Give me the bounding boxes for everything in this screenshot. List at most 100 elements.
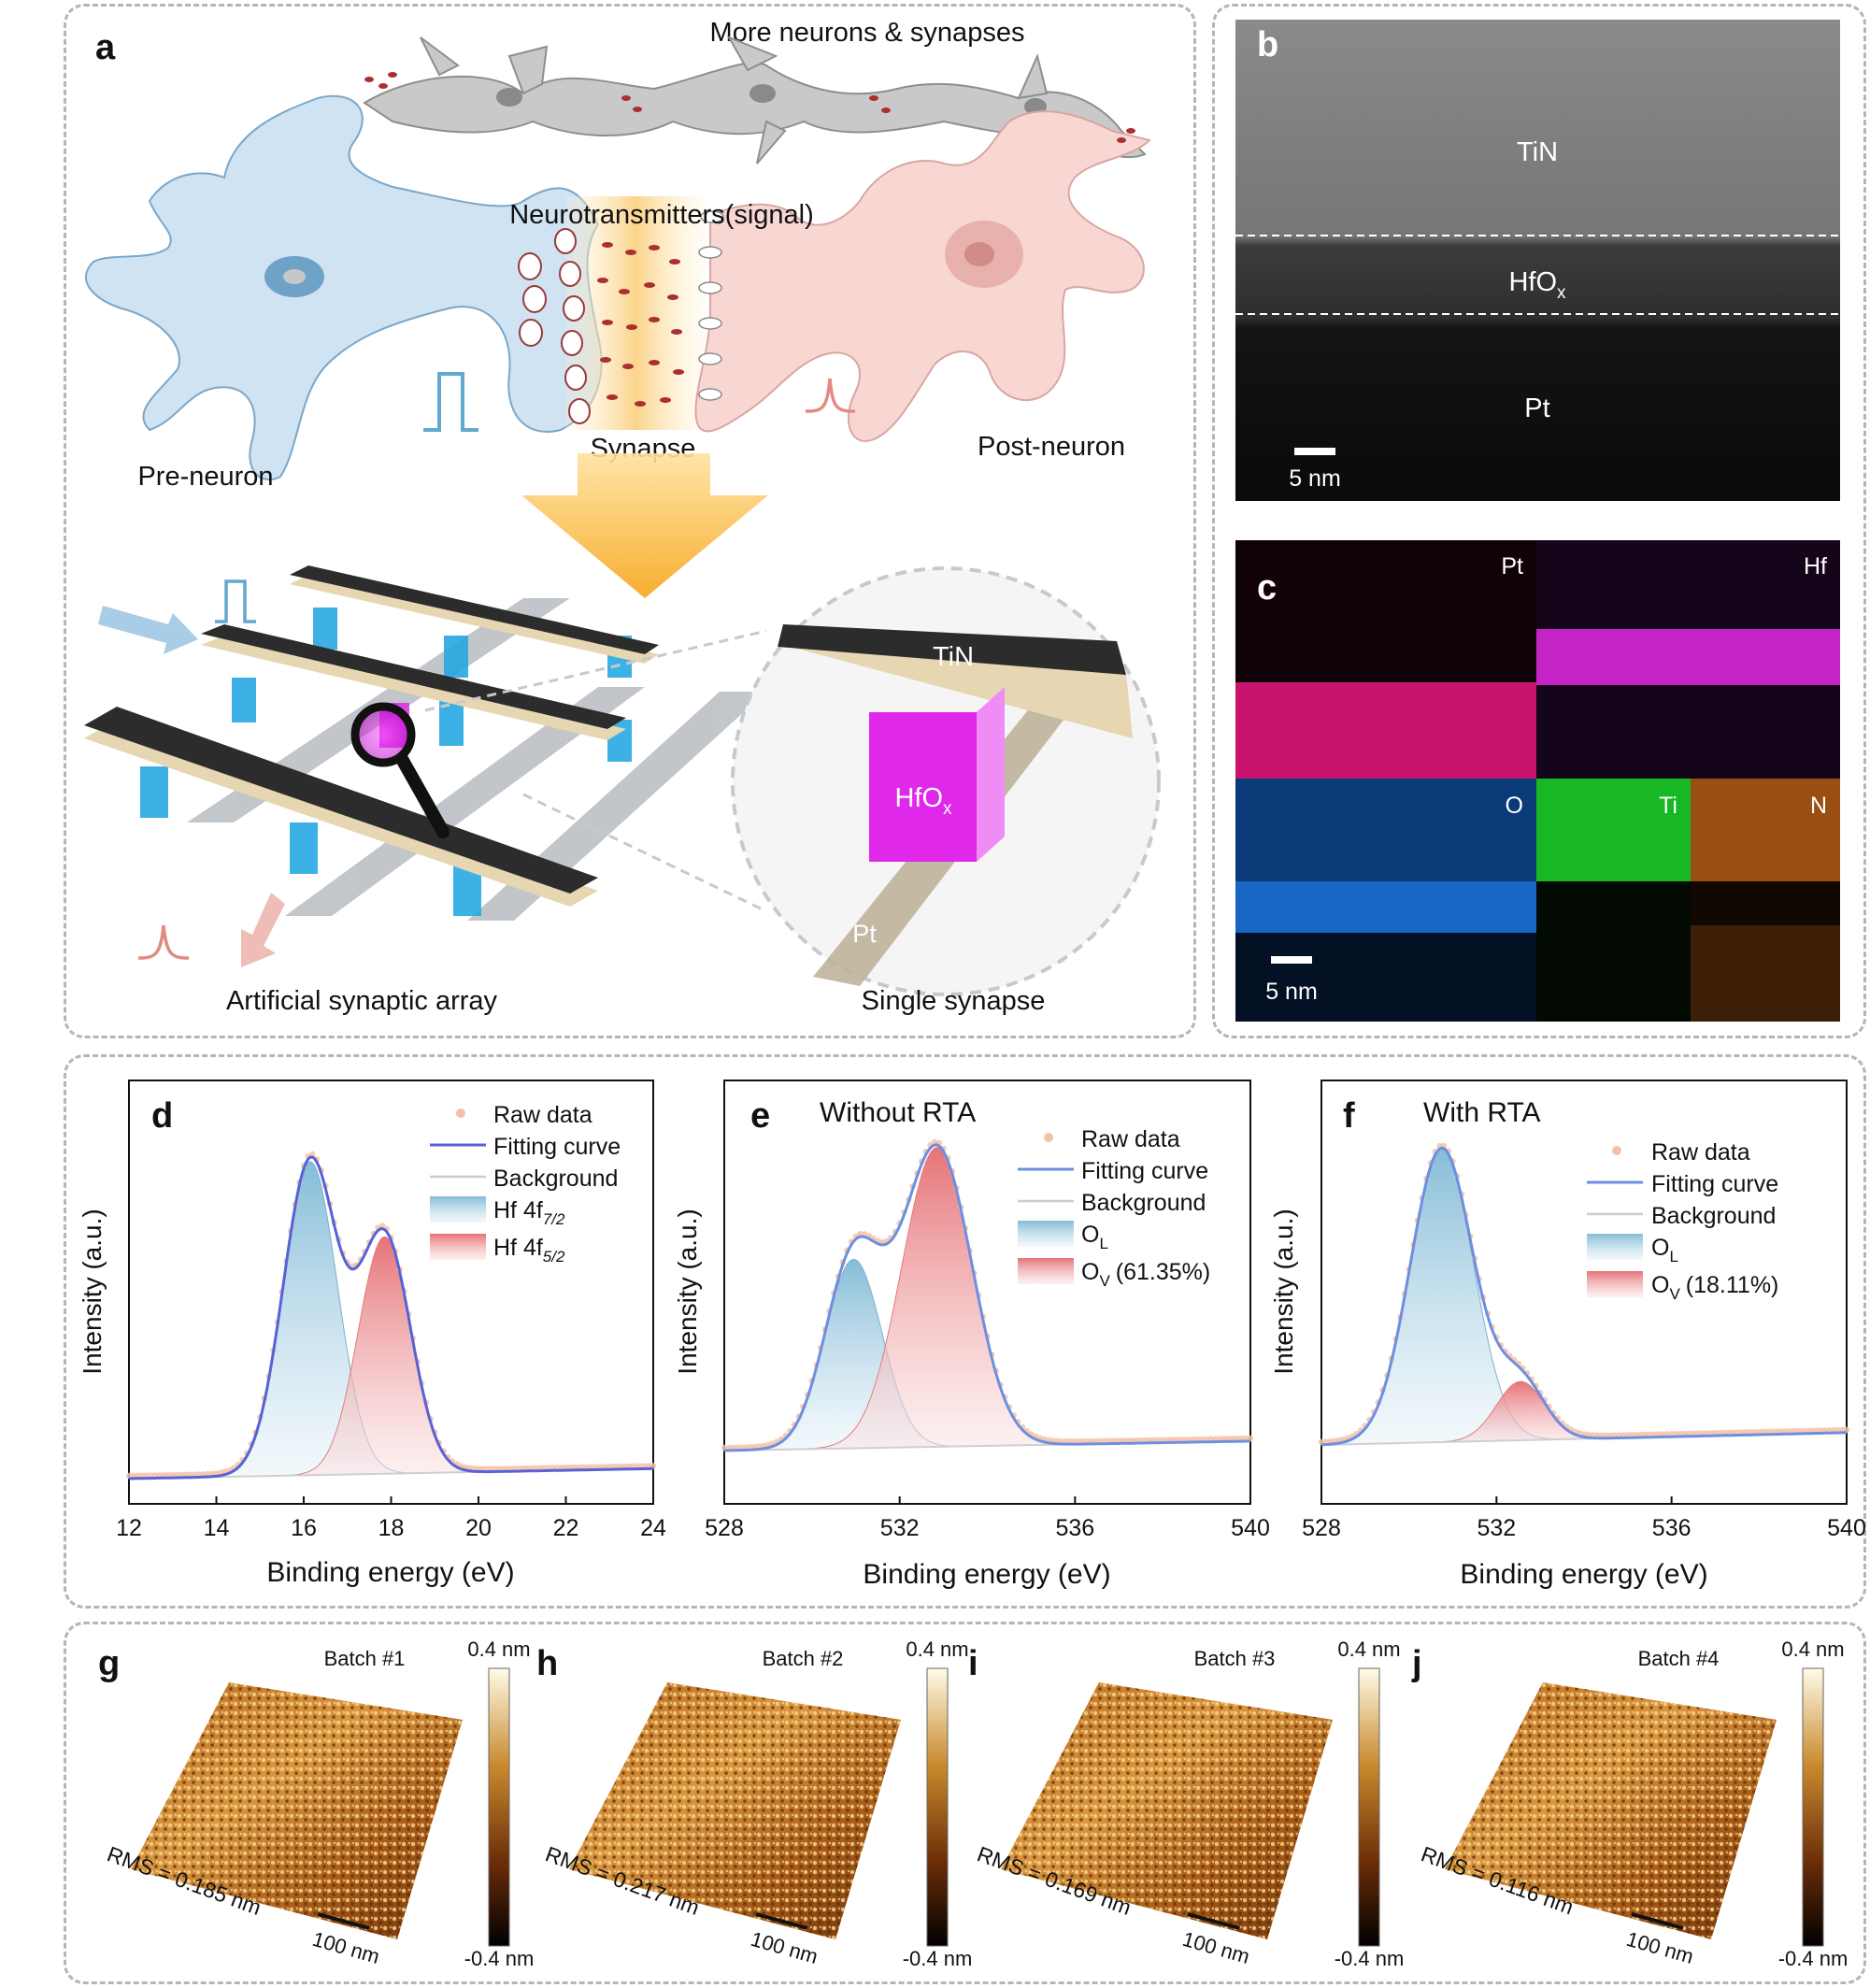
- afm-colorbar-bottom: -0.4 nm: [1335, 1947, 1405, 1970]
- xps-e-title: Without RTA: [820, 1097, 976, 1128]
- xps-f-fit-curve: [1320, 1146, 1847, 1447]
- panel-bc-frame: [1212, 4, 1866, 1038]
- xps-d-legend-raw: Raw data: [493, 1102, 592, 1128]
- legend-b-swatch: [430, 1234, 486, 1260]
- panel-b-tem: b TiN HfOx Pt 5 nm: [1235, 20, 1840, 501]
- output-arrow-icon: [241, 893, 285, 967]
- xps-f-legend-fit: Fitting curve: [1651, 1171, 1778, 1197]
- xps-f-title: With RTA: [1423, 1097, 1541, 1128]
- tem-hfox-sub: x: [1557, 283, 1566, 303]
- afm-scale-label: 100 nm: [1180, 1927, 1252, 1968]
- zoom-pt-label: Pt: [852, 920, 877, 948]
- afm-colorbar-top: 0.4 nm: [1337, 1638, 1400, 1661]
- xps-f-legend-raw: Raw data: [1651, 1139, 1750, 1166]
- xps-d-legend-a: Hf 4f7/2: [493, 1197, 565, 1228]
- receptors: [698, 210, 724, 401]
- xps-d-legend-b-sub: 5/2: [543, 1248, 565, 1266]
- eds-o-label: O: [1506, 793, 1523, 819]
- panel-a-label: a: [95, 28, 116, 67]
- xps-e-frame: [723, 1080, 1251, 1505]
- xps-d-legend-b: Hf 4f5/2: [493, 1235, 565, 1266]
- eds-n-label: N: [1810, 793, 1827, 819]
- hfox-block: [869, 712, 977, 862]
- afm-batch-label: Batch #1: [324, 1647, 406, 1670]
- xps-f-legend-bg: Background: [1651, 1203, 1776, 1229]
- xps-f-xlabel: Binding energy (eV): [1460, 1559, 1707, 1590]
- afm-panel-label: g: [98, 1644, 120, 1683]
- neurotransmitters: [364, 72, 1135, 407]
- tem-pt-label: Pt: [1524, 393, 1549, 423]
- pre-neuron-body: [84, 94, 603, 481]
- legend-raw-marker: [456, 1108, 465, 1118]
- xps-d-component-2: [129, 1236, 653, 1480]
- tem-scale-bar: [1294, 448, 1335, 455]
- eds-scale-bar: [1271, 956, 1312, 964]
- xps-d-legend-a-main: Hf 4f: [493, 1197, 543, 1223]
- xps-f-tick-label: 536: [1652, 1515, 1692, 1541]
- xps-f-legend-a: OL: [1651, 1235, 1678, 1266]
- panel-c-label: c: [1257, 568, 1277, 608]
- xps-d-raw-point: [379, 1223, 386, 1229]
- xps-e-fit-curve: [723, 1143, 1250, 1452]
- zoom-hfox-sub: x: [943, 799, 952, 819]
- tem-hfox-main: HfO: [1508, 267, 1557, 297]
- xps-e-legend-b-sub: V: [1099, 1272, 1110, 1290]
- post-neuron-nucleolus: [964, 242, 994, 266]
- grey-neuron-network: [363, 36, 1147, 164]
- afm-colorbar: [1358, 1667, 1380, 1947]
- panel-f-label: f: [1343, 1096, 1355, 1136]
- xps-e-legend-a-main: O: [1081, 1222, 1099, 1248]
- xps-d-tick-label: 22: [553, 1515, 579, 1541]
- eds-ti-label: Ti: [1659, 793, 1677, 819]
- tem-scale-label: 5 nm: [1289, 465, 1341, 492]
- xps-f-tick-label: 540: [1827, 1515, 1866, 1541]
- legend-b-swatch: [1587, 1271, 1643, 1297]
- post-neuron-label: Post-neuron: [978, 432, 1125, 462]
- afm-colorbar: [488, 1667, 510, 1947]
- xps-e-tick-label: 528: [705, 1515, 744, 1541]
- afm-colorbar-top: 0.4 nm: [906, 1638, 968, 1661]
- legend-raw-marker: [1044, 1133, 1053, 1142]
- zoom-single-synapse: TiN HfOx Pt: [424, 566, 1161, 996]
- xps-d-tick-label: 14: [204, 1515, 230, 1541]
- afm-colorbar: [1802, 1667, 1824, 1947]
- input-arrow-icon: [98, 606, 198, 654]
- xps-e-tick-label: 540: [1231, 1515, 1270, 1541]
- pre-neuron-label: Pre-neuron: [137, 462, 273, 492]
- xps-e-tick-label: 536: [1055, 1515, 1094, 1541]
- panel-ghij-frame: [64, 1622, 1866, 1984]
- xps-panel-e: e Without RTA Intensity (a.u.) Binding e…: [673, 1080, 1270, 1590]
- crossbar-array: [84, 565, 766, 967]
- legend-b-swatch: [1018, 1258, 1074, 1284]
- xps-d-legend-b-main: Hf 4f: [493, 1235, 543, 1261]
- xps-d-xlabel: Binding energy (eV): [266, 1557, 514, 1588]
- xps-e-legend-bg: Background: [1081, 1190, 1206, 1216]
- afm-batch-label: Batch #3: [1194, 1647, 1276, 1670]
- afm-surface-texture: [1001, 1682, 1333, 1939]
- panel-a-frame: [64, 4, 1196, 1038]
- afm-colorbar-top: 0.4 nm: [467, 1638, 530, 1661]
- xps-f-legend-b-pct: (18.11%): [1686, 1272, 1779, 1298]
- vesicles: [518, 228, 591, 424]
- xps-e-xlabel: Binding energy (eV): [863, 1559, 1110, 1590]
- xps-e-legend-raw: Raw data: [1081, 1126, 1180, 1152]
- xps-f-legend-b-sub: V: [1669, 1285, 1680, 1303]
- legend-a-swatch: [430, 1196, 486, 1223]
- more-neurons-title: More neurons & synapses: [710, 18, 1025, 48]
- zoom-hfox-label: HfOx: [894, 783, 952, 819]
- xps-e-tick-label: 532: [880, 1515, 920, 1541]
- array-square-pulse-icon: [215, 579, 256, 623]
- xps-f-legend-b: OV (18.11%): [1651, 1272, 1778, 1303]
- zoom-tin-label: TiN: [933, 642, 974, 672]
- eds-pt-label: Pt: [1501, 553, 1523, 579]
- xps-e-legend-b-pct: (61.35%): [1116, 1259, 1210, 1285]
- xps-e-legend-b: OV (61.35%): [1081, 1259, 1210, 1290]
- afm-scale-label: 100 nm: [749, 1927, 821, 1968]
- afm-scale-label: 100 nm: [1624, 1927, 1696, 1968]
- array-spike-icon: [137, 924, 190, 960]
- afm-surface-texture: [131, 1682, 463, 1939]
